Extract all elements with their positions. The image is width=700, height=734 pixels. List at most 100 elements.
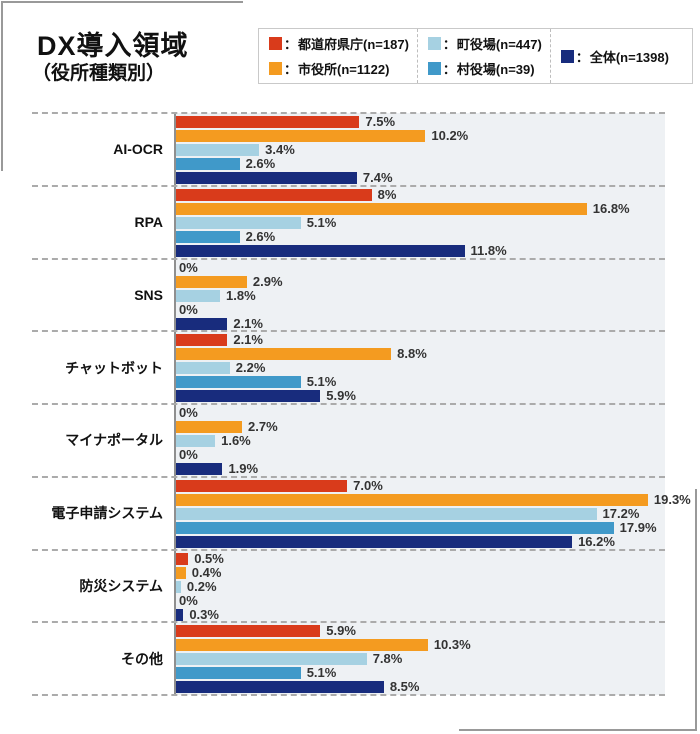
value-label: 17.2% xyxy=(602,505,640,521)
row-separator-line xyxy=(32,257,665,260)
legend-separator: ： xyxy=(442,62,456,77)
legend-swatch xyxy=(269,37,282,50)
value-label: 5.9% xyxy=(326,623,356,639)
legend-item-town-hall: ：町役場(n=447) xyxy=(427,34,542,53)
category-row: SNS 0% 2.9% 1.8% 0% 2.1% xyxy=(0,259,700,332)
value-label: 7.5% xyxy=(365,114,396,129)
bar-row: 19.3% xyxy=(176,491,691,507)
frame-corner-bottom-right xyxy=(459,489,697,731)
value-label: 7.4% xyxy=(362,170,393,185)
bar-row: 7.0% xyxy=(176,477,383,493)
legend-item-city-hall: ：市役所(n=1122) xyxy=(269,59,409,78)
value-label: 5.1% xyxy=(306,214,337,230)
value-label: 2.2% xyxy=(235,360,266,376)
value-label: 17.9% xyxy=(619,519,657,535)
bar xyxy=(176,317,228,330)
bar-row: 7.5% xyxy=(176,114,396,129)
value-label: 0.4% xyxy=(191,564,222,580)
row-separator-line xyxy=(32,403,665,405)
bar xyxy=(176,116,360,128)
bar xyxy=(176,244,465,257)
bar-row: 1.8% xyxy=(176,287,256,303)
bar-row: 8.8% xyxy=(176,346,427,362)
value-label: 2.9% xyxy=(252,273,283,289)
bar-row: 2.2% xyxy=(176,360,266,376)
legend-label: 都道府県庁(n=187) xyxy=(298,37,409,52)
bar-row: 0.2% xyxy=(176,578,217,594)
value-label: 2.6% xyxy=(245,156,276,171)
bar xyxy=(176,172,357,184)
bar xyxy=(176,639,428,652)
value-label: 3.4% xyxy=(265,142,295,157)
bar xyxy=(176,566,186,579)
bar xyxy=(176,158,240,170)
bar-row: 10.2% xyxy=(176,128,469,143)
bar-row: 0% xyxy=(176,303,198,316)
bar-row: 0% xyxy=(176,447,198,462)
row-separator-line xyxy=(32,475,665,478)
bar-row: 8% xyxy=(176,186,397,202)
value-label: 0% xyxy=(179,447,198,462)
value-label: 19.3% xyxy=(653,491,691,507)
bar-row: 2.1% xyxy=(176,315,263,331)
category-label: チャットボット xyxy=(65,359,163,376)
bar xyxy=(176,421,242,433)
bar-row: 2.6% xyxy=(176,156,276,171)
category-label: その他 xyxy=(121,650,163,667)
bar xyxy=(176,435,216,447)
category-row: その他 5.9% 10.3% 7.8% 5.1% 8.5% xyxy=(0,622,700,695)
legend-item-overall: ：全体(n=1398) xyxy=(560,47,669,66)
category-row: 防災システム 0.5% 0.4% 0.2% 0% 0.3% xyxy=(0,550,700,623)
value-label: 8% xyxy=(377,186,397,202)
category-label: RPA xyxy=(134,214,163,231)
category-label: AI-OCR xyxy=(113,141,163,158)
bar xyxy=(176,130,426,142)
value-label: 1.9% xyxy=(228,461,259,476)
page-title: DX導入領域 xyxy=(37,31,189,61)
frame-corner-top-left xyxy=(1,1,243,171)
legend-separator: ： xyxy=(284,62,298,77)
row-separator-line xyxy=(32,330,665,333)
bar xyxy=(176,552,189,565)
legend-item-prefecture: ：都道府県庁(n=187) xyxy=(269,34,409,53)
bar xyxy=(176,144,260,156)
category-row: チャットボット 2.1% 8.8% 2.2% 5.1% 5.9% xyxy=(0,331,700,404)
bar xyxy=(176,376,301,389)
legend-label: 市役所(n=1122) xyxy=(298,62,390,77)
value-label: 8.8% xyxy=(397,346,427,362)
legend-item-village-hall: ：村役場(n=39) xyxy=(427,59,542,78)
legend-label: 全体(n=1398) xyxy=(589,49,669,65)
value-label: 2.1% xyxy=(233,315,263,331)
bar-row: 2.1% xyxy=(176,333,263,347)
legend-swatch xyxy=(560,49,574,63)
category-row: マイナポータル 0% 2.7% 1.6% 0% 1.9% xyxy=(0,404,700,477)
bar-row: 7.8% xyxy=(176,652,402,666)
value-label: 0.5% xyxy=(194,550,224,566)
value-label: 1.8% xyxy=(226,287,256,303)
bar xyxy=(176,653,367,666)
value-label: 7.0% xyxy=(353,477,383,493)
bar xyxy=(176,390,321,403)
value-label: 0.2% xyxy=(186,578,217,594)
bar-row: 0% xyxy=(176,261,198,274)
legend-swatch xyxy=(427,62,441,75)
value-label: 11.8% xyxy=(470,242,507,258)
bar xyxy=(176,334,228,347)
value-label: 10.2% xyxy=(431,128,469,143)
legend-separator: ： xyxy=(575,49,589,65)
bar-row: 0.5% xyxy=(176,550,224,566)
bar-row: 1.9% xyxy=(176,461,259,476)
bar xyxy=(176,521,614,534)
bar xyxy=(176,608,184,621)
value-label: 2.7% xyxy=(248,419,278,434)
legend-label: 村役場(n=39) xyxy=(456,62,535,77)
category-label: マイナポータル xyxy=(65,432,163,449)
bar xyxy=(176,202,587,215)
category-label: SNS xyxy=(134,286,163,303)
legend-column: ：町役場(n=447) ：村役場(n=39) xyxy=(416,29,550,83)
legend: ：都道府県庁(n=187)：市役所(n=1122)：町役場(n=447)：村役場… xyxy=(258,28,693,84)
bar xyxy=(176,230,240,243)
row-separator-line xyxy=(32,694,665,696)
bar-row: 16.2% xyxy=(176,535,615,548)
